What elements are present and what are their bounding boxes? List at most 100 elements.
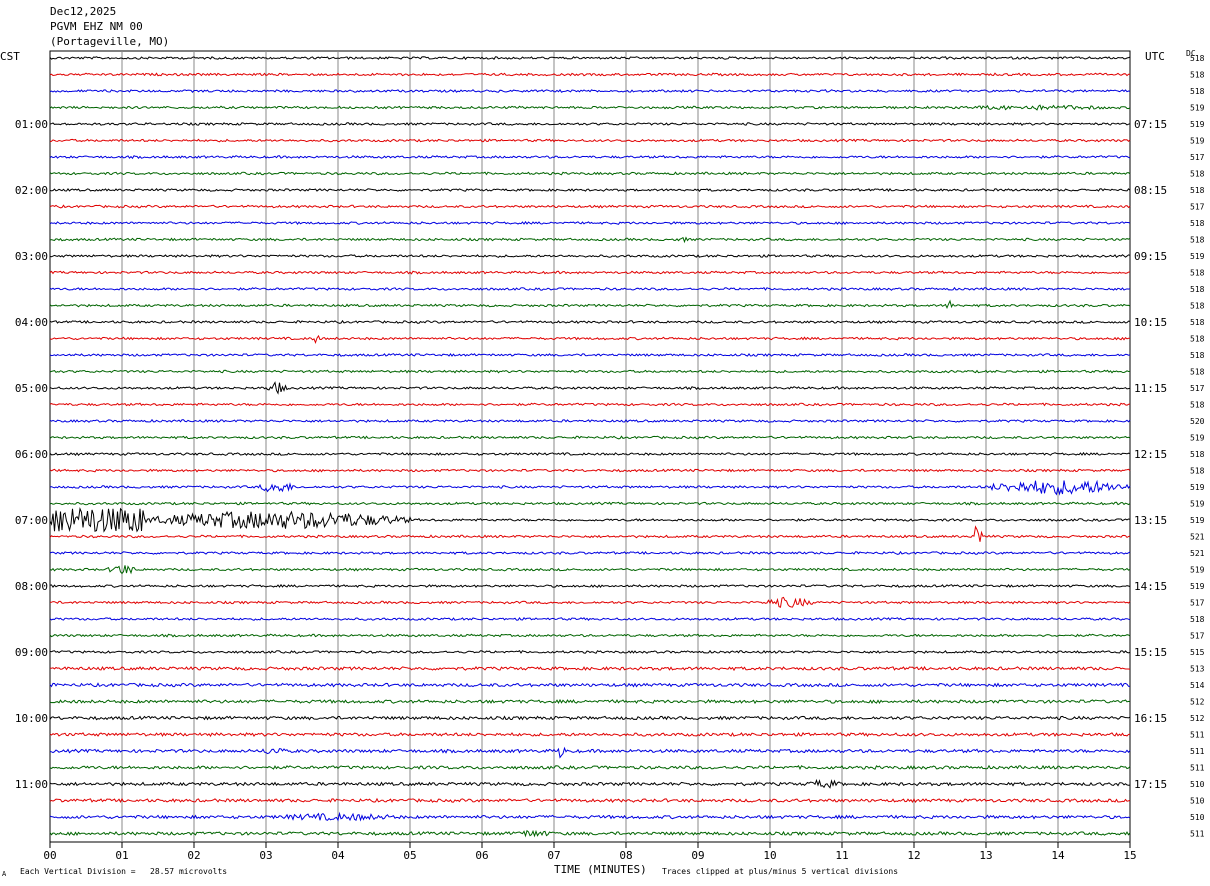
dc-offset-label: 518 — [1190, 335, 1205, 344]
trace-line-28 — [49, 506, 1131, 533]
trace-line-31 — [49, 565, 1131, 575]
trace-line-33 — [50, 596, 1131, 608]
dc-offset-label: 518 — [1190, 318, 1205, 327]
dc-offset-label: 517 — [1190, 384, 1205, 393]
trace-line-2 — [49, 89, 1131, 93]
dc-offset-label: 511 — [1190, 747, 1205, 756]
trace-line-8 — [49, 187, 1131, 192]
utc-hour-label: 17:15 — [1134, 778, 1167, 791]
trace-line-35 — [49, 633, 1131, 638]
x-tick-label: 09 — [691, 849, 704, 862]
trace-line-43 — [49, 764, 1131, 771]
cst-hour-label: 04:00 — [15, 316, 48, 329]
cst-hour-label: 01:00 — [15, 118, 48, 131]
x-tick-label: 14 — [1051, 849, 1065, 862]
trace-line-34 — [49, 617, 1131, 622]
dc-offset-label: 510 — [1190, 780, 1205, 789]
x-tick-label: 13 — [979, 849, 992, 862]
clip-note: Traces clipped at plus/minus 5 vertical … — [662, 867, 899, 876]
trace-line-45 — [49, 797, 1131, 804]
dc-offset-label: 514 — [1190, 681, 1205, 690]
trace-line-18 — [49, 353, 1131, 357]
dc-offset-label: 518 — [1190, 170, 1205, 179]
trace-line-23 — [49, 435, 1131, 440]
trace-line-1 — [49, 72, 1130, 77]
x-tick-label: 12 — [907, 849, 920, 862]
utc-hour-label: 16:15 — [1134, 712, 1167, 725]
utc-hour-label: 14:15 — [1134, 580, 1167, 593]
trace-line-30 — [49, 550, 1131, 555]
dc-offset-label: 519 — [1190, 500, 1205, 509]
dc-offset-label: 512 — [1190, 714, 1205, 723]
cst-hour-label: 11:00 — [15, 778, 48, 791]
utc-hour-label: 13:15 — [1134, 514, 1167, 527]
trace-line-40 — [49, 715, 1131, 721]
x-tick-label: 04 — [331, 849, 345, 862]
trace-line-15 — [49, 299, 1131, 310]
utc-hour-label: 15:15 — [1134, 646, 1167, 659]
x-tick-label: 07 — [547, 849, 560, 862]
trace-line-41 — [49, 731, 1131, 738]
x-tick-label: 05 — [403, 849, 416, 862]
cst-hour-label: 03:00 — [15, 250, 48, 263]
dc-offset-label: 510 — [1190, 797, 1205, 806]
header-date: Dec12,2025 — [50, 5, 117, 18]
utc-hour-label: 12:15 — [1134, 448, 1167, 461]
dc-offset-label: 518 — [1190, 236, 1205, 245]
trace-line-14 — [49, 286, 1131, 291]
cst-hour-label: 02:00 — [15, 184, 48, 197]
dc-offset-label: 518 — [1190, 401, 1205, 410]
dc-offset-label: 518 — [1190, 450, 1205, 459]
x-tick-label: 11 — [835, 849, 848, 862]
trace-line-36 — [49, 649, 1131, 654]
trace-line-24 — [49, 451, 1131, 457]
x-axis-label: TIME (MINUTES) — [554, 863, 647, 876]
trace-line-0 — [49, 56, 1131, 61]
trace-line-26 — [49, 479, 1131, 496]
dc-offset-label: 518 — [1190, 54, 1205, 63]
dc-offset-label: 520 — [1190, 417, 1205, 426]
left-axis-title: CST — [0, 50, 20, 63]
dc-offset-label: 518 — [1190, 302, 1205, 311]
x-tick-label: 10 — [763, 849, 776, 862]
trace-line-37 — [49, 665, 1131, 672]
trace-line-29 — [49, 525, 1131, 542]
plot-frame — [49, 50, 1131, 843]
trace-line-16 — [49, 319, 1131, 325]
dc-offset-label: 518 — [1190, 71, 1205, 80]
dc-title: DC — [1186, 49, 1196, 58]
dc-offset-label: 511 — [1190, 731, 1205, 740]
right-axis-title: UTC — [1145, 50, 1165, 63]
dc-offset-label: 521 — [1190, 533, 1205, 542]
trace-line-21 — [49, 402, 1131, 407]
cst-hour-label: 08:00 — [15, 580, 48, 593]
trace-line-22 — [49, 418, 1131, 423]
dc-offset-label: 519 — [1190, 434, 1205, 443]
header-location: (Portageville, MO) — [50, 35, 170, 48]
trace-line-13 — [49, 270, 1131, 275]
x-tick-label: 00 — [43, 849, 56, 862]
dc-offset-label: 519 — [1190, 483, 1205, 492]
trace-line-3 — [49, 104, 1131, 111]
trace-line-9 — [49, 204, 1131, 209]
dc-offset-label: 512 — [1190, 698, 1205, 707]
dc-offset-label: 521 — [1190, 549, 1205, 558]
x-tick-label: 06 — [475, 849, 488, 862]
x-tick-label: 01 — [115, 849, 128, 862]
utc-hour-label: 08:15 — [1134, 184, 1167, 197]
dc-offset-label: 518 — [1190, 285, 1205, 294]
trace-line-12 — [49, 254, 1131, 259]
dc-offset-label: 517 — [1190, 153, 1205, 162]
trace-line-42 — [49, 746, 1131, 759]
scale-note: Each Vertical Division = 28.57 microvolt… — [20, 867, 228, 876]
trace-line-20 — [49, 381, 1131, 395]
x-tick-label: 15 — [1123, 849, 1136, 862]
dc-offset-label: 511 — [1190, 764, 1205, 773]
dc-offset-label: 518 — [1190, 87, 1205, 96]
utc-hour-label: 10:15 — [1134, 316, 1167, 329]
utc-hour-label: 11:15 — [1134, 382, 1167, 395]
dc-offset-label: 513 — [1190, 665, 1205, 674]
dc-offset-label: 519 — [1190, 252, 1205, 261]
cst-hour-label: 07:00 — [15, 514, 48, 527]
